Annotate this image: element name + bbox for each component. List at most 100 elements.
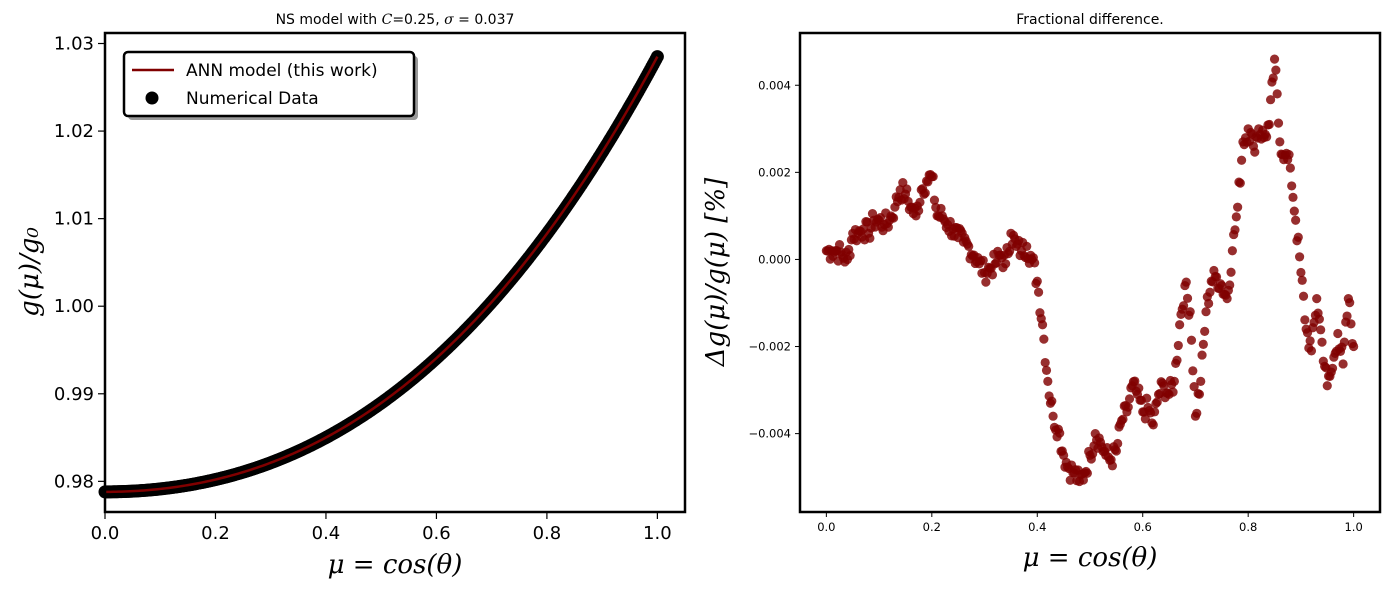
left-legend: ANN model (this work) Numerical Data (122, 50, 418, 120)
fractional-difference-point (1293, 232, 1303, 242)
right-x-tick-label: 0.2 (923, 520, 941, 534)
fractional-difference-point (1345, 298, 1355, 308)
fractional-difference-point (1186, 335, 1197, 345)
fractional-difference-point (1225, 280, 1235, 290)
fractional-difference-point (1312, 294, 1322, 304)
fractional-difference-point (1305, 336, 1315, 346)
fractional-difference-point (1197, 350, 1207, 360)
right-y-tick-label: −0.002 (748, 340, 791, 354)
fractional-difference-point (1265, 95, 1276, 105)
right-chart-panel: Fractional difference. 0.0 0.2 0.4 0.6 0.8 1.… (701, 12, 1382, 573)
fractional-difference-point (1184, 310, 1194, 320)
fractional-difference-point (920, 188, 930, 198)
fractional-difference-point (1333, 328, 1343, 339)
legend-label-numerical: Numerical Data (186, 89, 319, 109)
fractional-difference-point (1149, 407, 1160, 417)
fractional-difference-point (1268, 73, 1278, 83)
fractional-difference-point (1205, 287, 1215, 297)
fractional-difference-point (865, 233, 875, 243)
fractional-difference-point (1113, 438, 1123, 449)
fractional-difference-point (998, 262, 1008, 273)
fractional-difference-point (1244, 136, 1255, 146)
left-y-axis-label: g(μ)/g₀ (15, 227, 45, 317)
fractional-difference-point (1204, 298, 1214, 309)
left-x-tick-label: 0.2 (201, 523, 230, 544)
fractional-difference-point (1078, 475, 1089, 485)
fractional-difference-point (1294, 252, 1305, 262)
fractional-difference-point (1118, 414, 1128, 424)
left-x-tick-label: 1.0 (643, 523, 672, 544)
left-data-group (98, 50, 664, 499)
fractional-difference-point (1317, 337, 1327, 347)
fractional-difference-point (987, 270, 998, 280)
fractional-difference-point (888, 213, 899, 223)
fractional-difference-point (1289, 206, 1299, 216)
fractional-difference-point (1298, 291, 1309, 301)
fractional-difference-point (1140, 414, 1150, 424)
left-y-tick-label: 1.01 (54, 209, 94, 230)
right-x-tick-label: 0.8 (1239, 520, 1257, 534)
fractional-difference-point (1047, 396, 1057, 406)
fractional-difference-point (1314, 314, 1324, 324)
fractional-difference-point (1196, 376, 1206, 386)
fractional-difference-point (1172, 355, 1182, 365)
fractional-difference-point (1272, 89, 1282, 99)
fractional-difference-point (1065, 475, 1075, 485)
fractional-difference-point (845, 250, 855, 261)
fractional-difference-point (914, 206, 924, 216)
fractional-difference-point (1107, 461, 1118, 471)
legend-scatter-swatch (145, 91, 159, 105)
right-x-tick-label: 0.4 (1028, 520, 1046, 534)
right-x-tick-label: 1.0 (1344, 520, 1362, 534)
fractional-difference-point (1338, 359, 1348, 369)
fractional-difference-point (1346, 319, 1356, 329)
fractional-difference-point (1030, 258, 1040, 268)
fractional-difference-point (1347, 338, 1357, 349)
fractional-difference-point (1235, 178, 1245, 188)
left-chart-panel: NS model with C=0.25, σ = 0.037 0.0 0.2 0.… (15, 12, 687, 580)
fractional-difference-point (1189, 382, 1199, 392)
fractional-difference-point (1231, 212, 1241, 222)
right-y-axis-label: Δg(μ)/g(μ) [%] (701, 177, 731, 367)
fractional-difference-point (1123, 402, 1133, 412)
fractional-difference-point (1134, 383, 1144, 393)
left-y-tick-label: 1.02 (54, 121, 94, 142)
fractional-difference-point (1322, 381, 1332, 391)
fractional-difference-point (1181, 277, 1191, 287)
fractional-difference-point (1236, 155, 1247, 165)
fractional-difference-point (1043, 376, 1053, 386)
fractional-difference-point (1094, 433, 1104, 443)
fractional-difference-point (1031, 278, 1041, 289)
right-y-tick-label: 0.000 (758, 252, 791, 266)
left-x-tick-label: 0.6 (422, 523, 451, 544)
fractional-difference-point (883, 222, 893, 232)
fractional-difference-point (978, 255, 988, 265)
fractional-difference-point (1291, 215, 1301, 225)
fractional-difference-point (1194, 389, 1205, 399)
fractional-difference-point (1284, 150, 1294, 160)
fractional-difference-point (929, 195, 940, 205)
left-y-tick-label: 1.03 (54, 34, 94, 55)
legend-label-ann: ANN model (this work) (186, 61, 378, 81)
fractional-difference-point (1168, 387, 1178, 397)
fractional-difference-point (1326, 367, 1336, 377)
fractional-difference-point (1167, 379, 1177, 390)
fractional-difference-point (1271, 65, 1281, 75)
right-plot-frame (798, 31, 1382, 514)
fractional-difference-point (1039, 334, 1049, 344)
left-chart-title: NS model with C=0.25, σ = 0.037 (276, 12, 515, 28)
fractional-difference-point (1215, 279, 1226, 289)
right-y-tick-label: 0.002 (758, 165, 791, 179)
fractional-difference-point (1040, 357, 1050, 368)
fractional-difference-point (1227, 246, 1237, 256)
fractional-difference-point (1304, 343, 1314, 353)
fractional-difference-point (915, 197, 925, 207)
right-tick-group: 0.0 0.2 0.4 0.6 0.8 1.0 0.004 0.002 0.000 −0.002 −… (748, 78, 1362, 534)
fractional-difference-point (1178, 301, 1189, 311)
fractional-difference-point (1192, 408, 1202, 418)
fractional-difference-point (1233, 202, 1243, 212)
fractional-difference-point (1275, 137, 1285, 147)
fractional-difference-point (1296, 267, 1306, 278)
fractional-difference-point (1033, 287, 1044, 297)
right-x-tick-label: 0.0 (817, 520, 835, 534)
